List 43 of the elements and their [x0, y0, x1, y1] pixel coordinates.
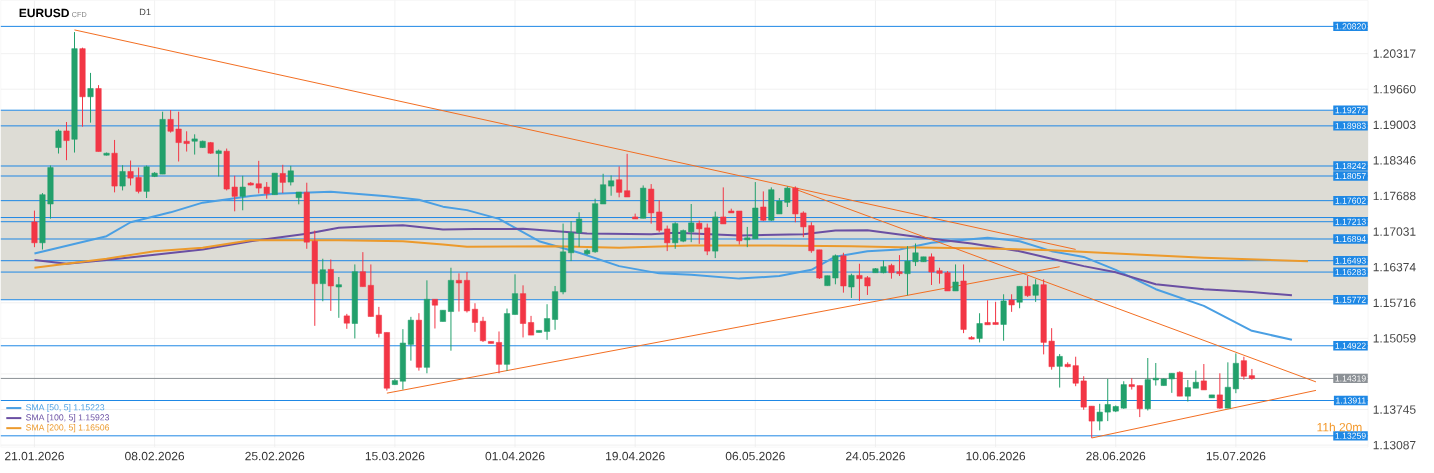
- ref-line-label: 1.19272: [1335, 107, 1366, 114]
- y-tick-label: 1.17031: [1373, 227, 1416, 236]
- text: EURUSD: [19, 8, 69, 18]
- y-tick-label: 1.13087: [1373, 440, 1416, 450]
- ref-line-label: 1.16283: [1335, 268, 1366, 276]
- ref-line-label: 1.17602: [1335, 197, 1366, 204]
- ref-line-label: 1.13911: [1336, 397, 1366, 404]
- x-tick-label: 06.05.2026: [725, 451, 785, 461]
- y-tick-label: 1.18346: [1373, 156, 1416, 165]
- ref-line-label: 1.18242: [1335, 162, 1366, 169]
- ref-line-label: 1.14319: [1335, 375, 1366, 382]
- y-tick-label: 1.19660: [1373, 84, 1416, 94]
- annotation: D1: [139, 8, 151, 16]
- ref-line-label: 1.17213: [1335, 218, 1366, 225]
- x-tick-label: 25.02.2026: [245, 451, 305, 461]
- x-tick-label: 28.06.2026: [1086, 451, 1146, 461]
- text: SMA [100, 5] 1.15923: [26, 414, 110, 423]
- x-tick-label: 19.04.2026: [606, 451, 665, 461]
- y-tick-label: 1.16374: [1373, 262, 1416, 272]
- annotation: 11h 20m: [1317, 422, 1362, 432]
- text: SMA [200, 5] 1.16506: [26, 424, 110, 433]
- y-tick-label: 1.15716: [1373, 298, 1416, 307]
- y-tick-label: 1.17688: [1373, 191, 1416, 201]
- ref-line-label: 1.16493: [1335, 257, 1366, 264]
- ref-line-label: 1.20820: [1335, 23, 1366, 30]
- y-tick-label: 1.13745: [1373, 405, 1416, 414]
- ref-line-label: 1.16894: [1335, 235, 1366, 242]
- x-tick-label: 15.03.2026: [365, 451, 425, 461]
- x-tick-label: 24.05.2026: [846, 451, 905, 461]
- x-tick-label: 01.04.2026: [485, 451, 545, 461]
- text: SMA [50, 5] 1.15223: [26, 403, 105, 413]
- x-tick-label: 08.02.2026: [125, 451, 185, 461]
- ref-line-label: 1.18983: [1335, 122, 1366, 129]
- x-tick-label: 10.06.2026: [966, 451, 1026, 461]
- ref-line-label: 1.14922: [1335, 342, 1366, 349]
- ref-line-label: 1.18057: [1335, 172, 1366, 180]
- x-tick-label: 15.07.2026: [1206, 451, 1266, 461]
- x-tick-label: 21.01.2026: [5, 451, 64, 461]
- ref-line-label: 1.15772: [1335, 296, 1366, 303]
- y-tick-label: 1.19003: [1373, 120, 1416, 129]
- y-tick-label: 1.15059: [1373, 334, 1416, 343]
- y-tick-label: 1.20317: [1373, 49, 1416, 58]
- ref-line-label: 1.13259: [1335, 432, 1366, 439]
